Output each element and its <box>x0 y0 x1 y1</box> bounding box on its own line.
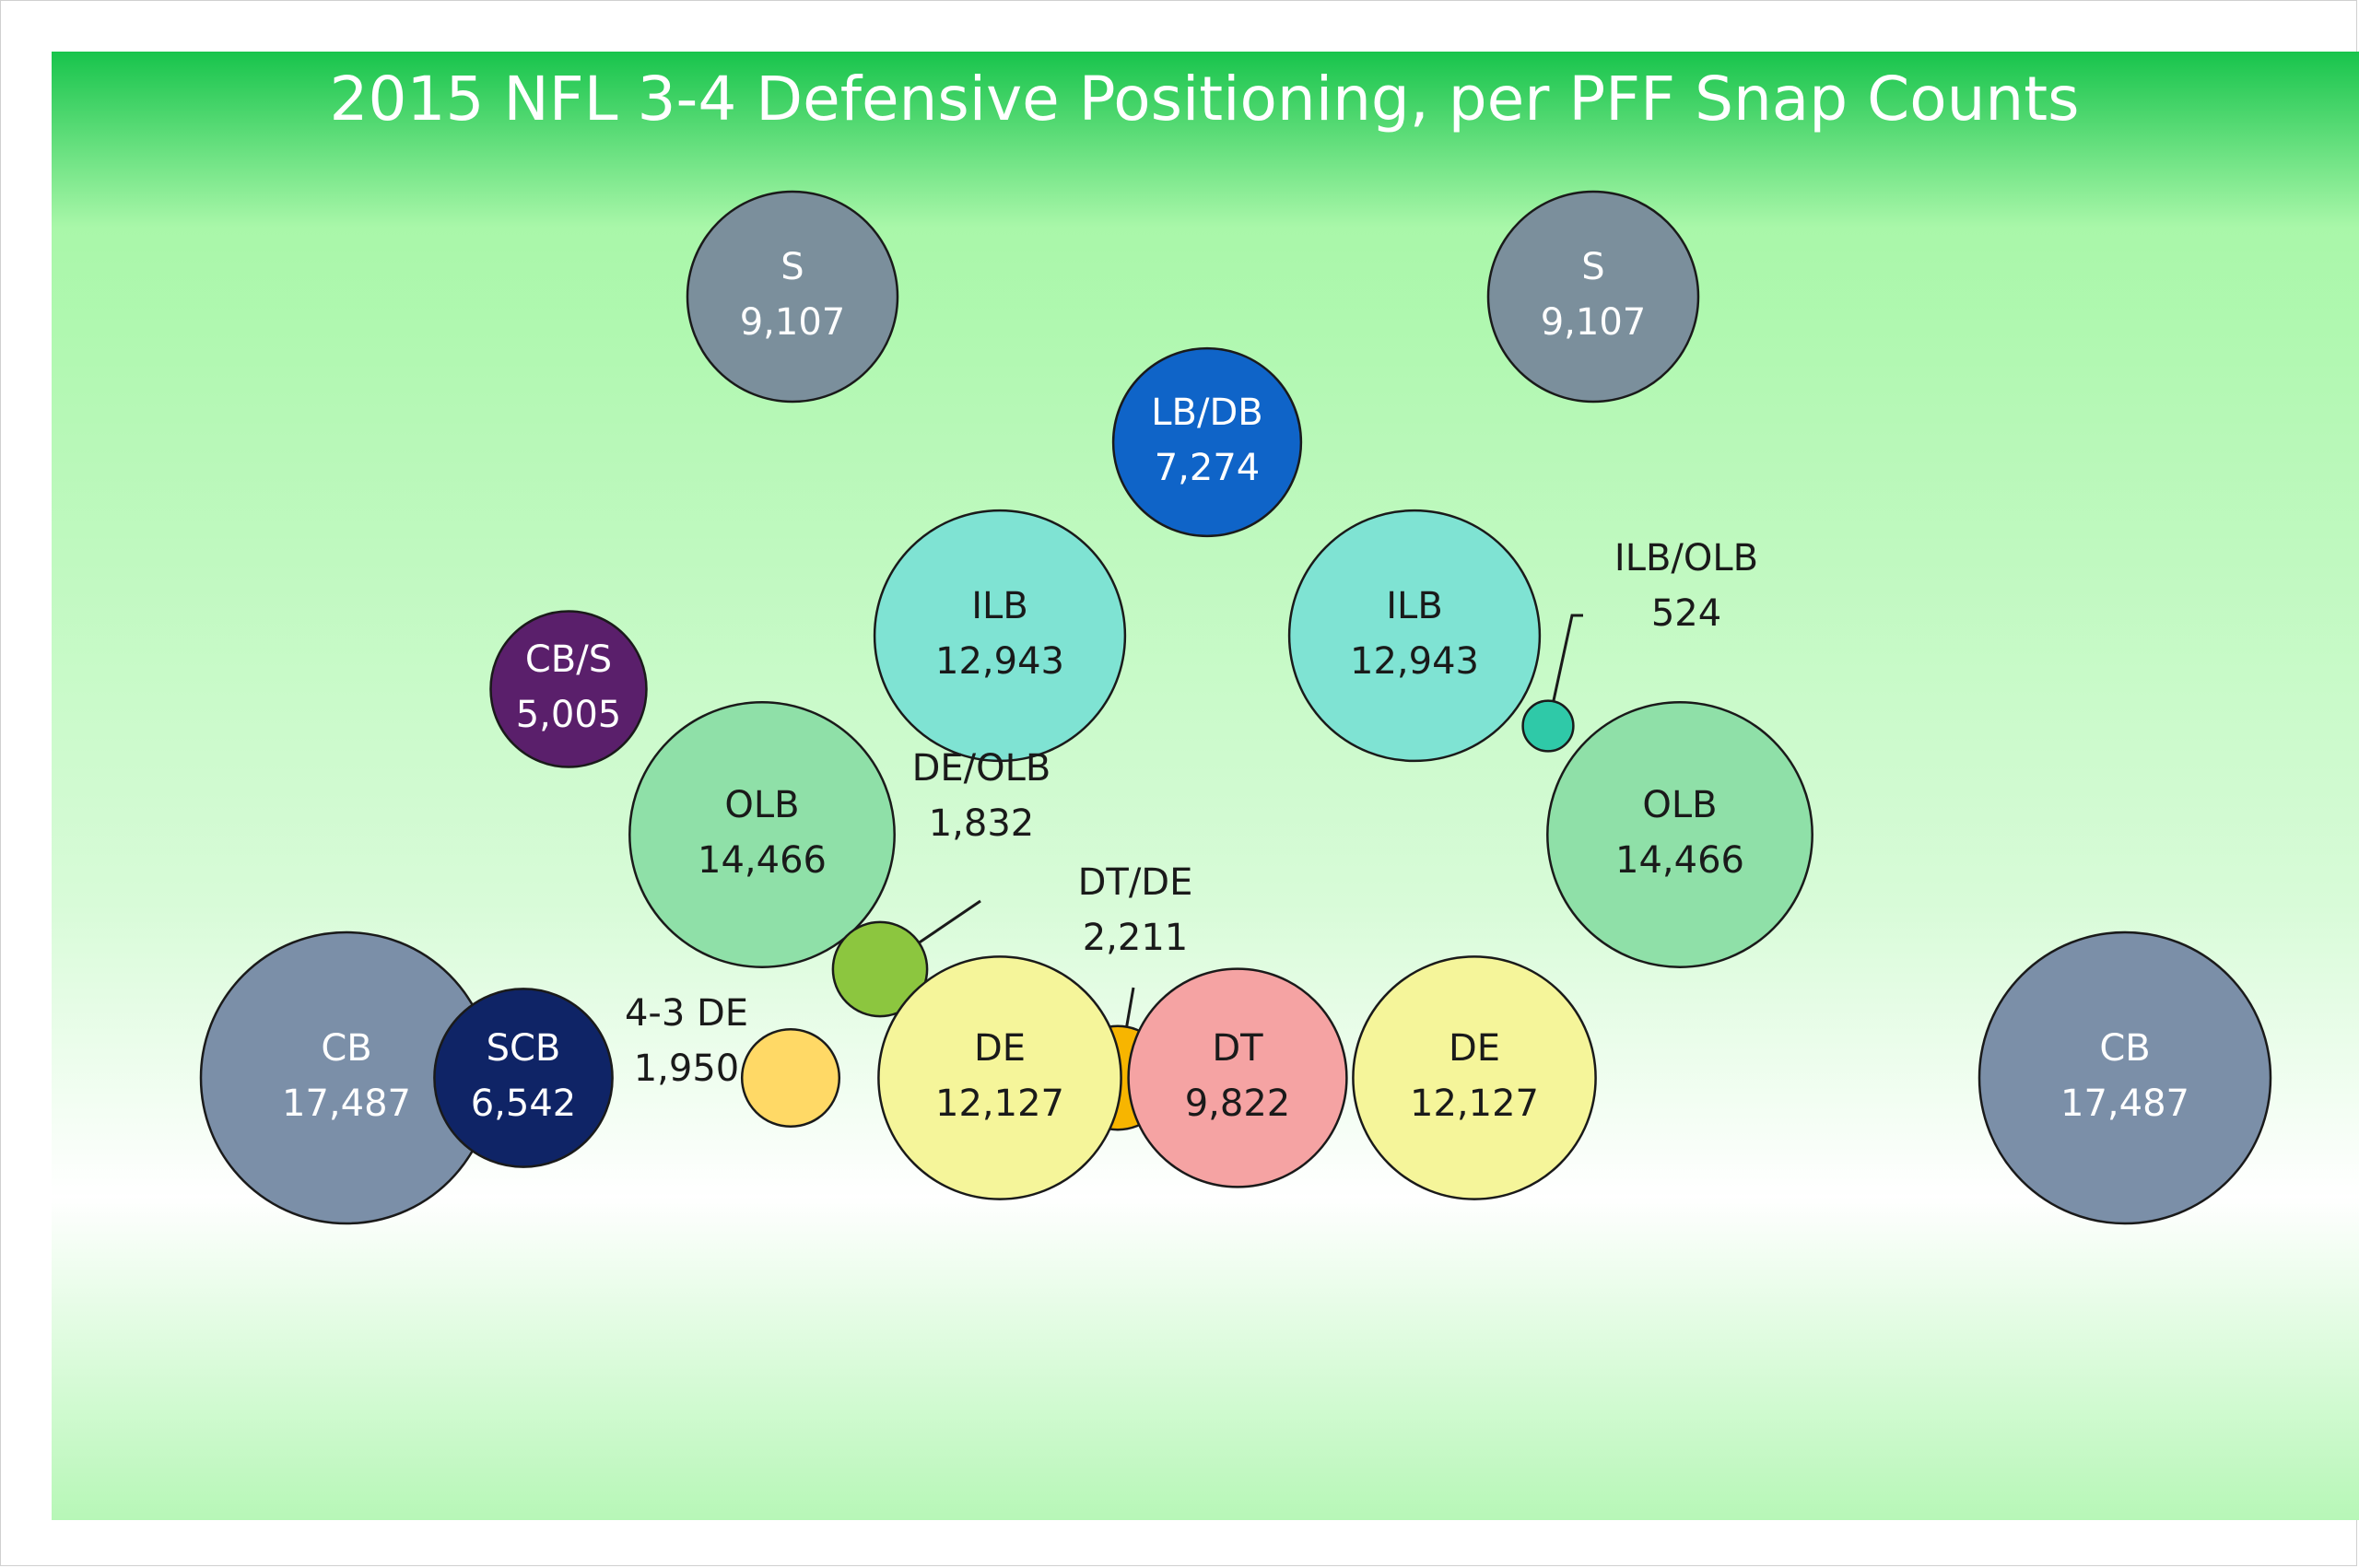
s-bubble <box>686 190 899 404</box>
olb-value: 14,466 <box>698 839 827 882</box>
de-label: DE <box>974 1027 1026 1070</box>
lb-db-value: 7,274 <box>1155 447 1261 489</box>
ilb-label: ILB <box>971 585 1028 627</box>
4-3-de-value: 1,950 <box>634 1047 740 1090</box>
olb-label: OLB <box>724 784 799 826</box>
cb-s-bubble <box>489 610 648 768</box>
scb-value: 6,542 <box>471 1082 577 1125</box>
ilb-olb-callout-line <box>1546 614 1583 727</box>
olb-bubble <box>1546 701 1813 968</box>
dt-bubble <box>1127 967 1348 1188</box>
lb-db-bubble <box>1111 346 1303 538</box>
s-label: S <box>1581 246 1604 288</box>
de-bubble <box>1352 955 1597 1200</box>
scb-label: SCB <box>487 1027 561 1070</box>
de-value: 12,127 <box>935 1082 1064 1125</box>
4-3-de-bubble <box>740 1027 841 1129</box>
dt-label: DT <box>1212 1027 1263 1070</box>
s-value: 9,107 <box>740 301 846 344</box>
chart-title: 2015 NFL 3-4 Defensive Positioning, per … <box>329 64 2079 135</box>
de-value: 12,127 <box>1410 1082 1539 1125</box>
ilb-label: ILB <box>1386 585 1443 627</box>
s-bubble <box>1486 190 1700 404</box>
ilb-bubble <box>1287 509 1542 763</box>
dt-de-label: DT/DE <box>1078 861 1193 904</box>
bubbles <box>199 190 2272 1225</box>
cb-bubble <box>1978 930 2272 1225</box>
cb-label: CB <box>2099 1027 2150 1070</box>
cb-s-label: CB/S <box>525 638 612 681</box>
ilb-bubble <box>873 509 1127 763</box>
4-3-de-label: 4-3 DE <box>625 992 748 1035</box>
s-label: S <box>780 246 804 288</box>
cb-value: 17,487 <box>2060 1082 2189 1125</box>
ilb-value: 12,943 <box>935 640 1064 683</box>
de-olb-bubble <box>831 920 929 1018</box>
de-olb-value: 1,832 <box>929 802 1035 845</box>
olb-bubble <box>628 701 896 968</box>
ilb-olb-value: 524 <box>1651 592 1721 635</box>
cb-label: CB <box>321 1027 371 1070</box>
lb-db-label: LB/DB <box>1151 392 1262 434</box>
de-bubble <box>877 955 1122 1200</box>
de-olb-label: DE/OLB <box>912 747 1051 790</box>
olb-label: OLB <box>1642 784 1717 826</box>
de-label: DE <box>1449 1027 1500 1070</box>
plot-area <box>52 52 2359 1520</box>
dt-de-value: 2,211 <box>1083 917 1189 959</box>
s-value: 9,107 <box>1541 301 1647 344</box>
olb-value: 14,466 <box>1615 839 1744 882</box>
scb-bubble <box>433 988 614 1168</box>
bubble-labels: S 9,107 S 9,107 LB/DB 7,274 ILB 12,943 ILB 12,943… <box>282 246 2189 1125</box>
dt-value: 9,822 <box>1185 1082 1291 1125</box>
ilb-olb-bubble <box>1521 699 1575 753</box>
cb-s-value: 5,005 <box>516 694 622 736</box>
ilb-value: 12,943 <box>1350 640 1479 683</box>
ilb-olb-label: ILB/OLB <box>1614 537 1758 579</box>
cb-value: 17,487 <box>282 1082 411 1125</box>
